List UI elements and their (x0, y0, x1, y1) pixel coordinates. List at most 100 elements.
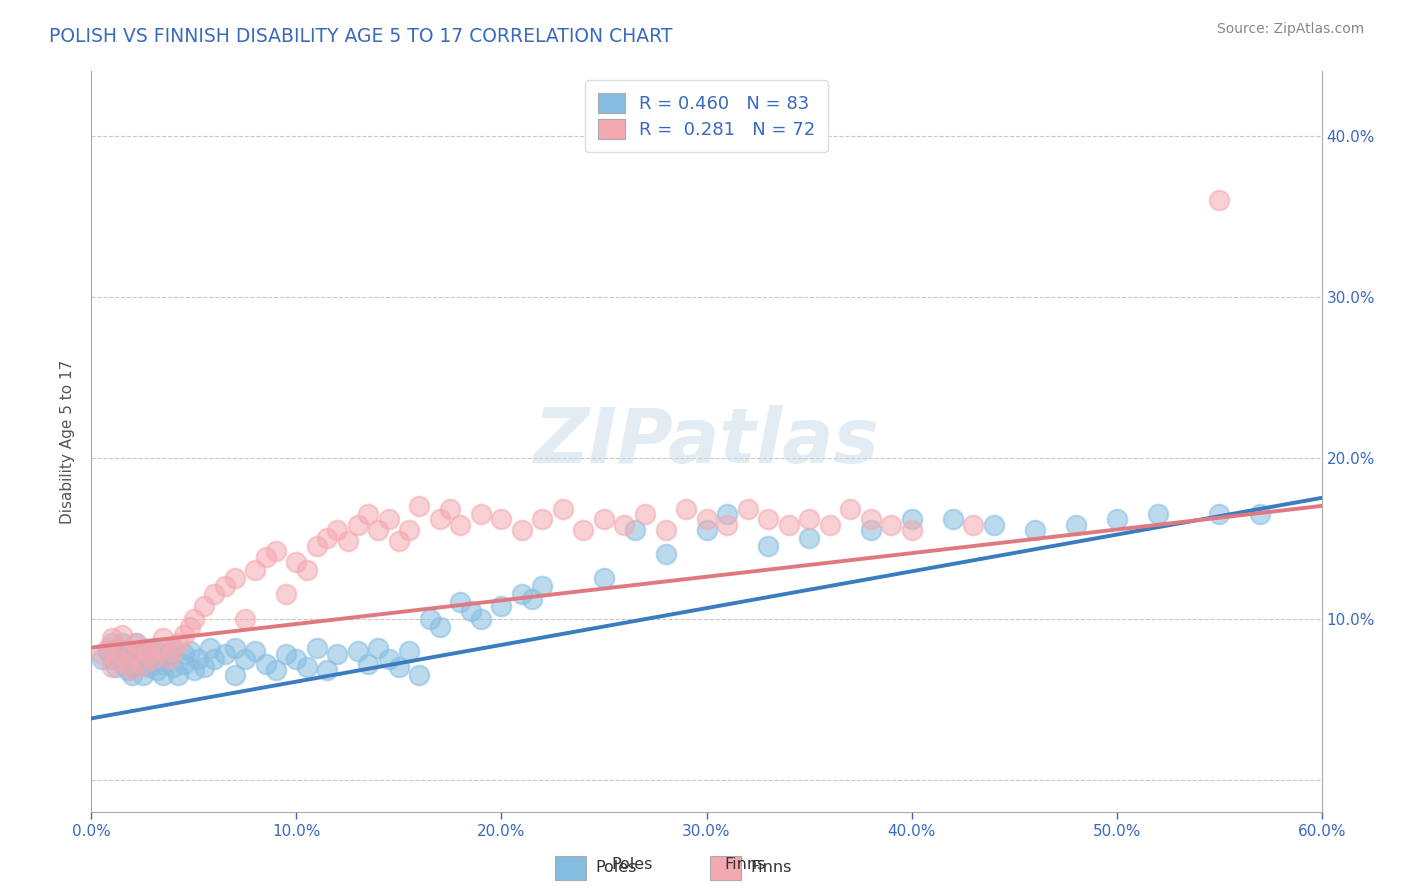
Point (347, 518, 370, 533)
Point (623, 523, 645, 537)
Point (531, 512, 554, 526)
Point (305, 640, 328, 655)
Point (510, 587, 533, 601)
Point (264, 663, 287, 677)
Point (510, 523, 533, 537)
Point (1208, 193, 1230, 207)
Point (111, 628, 134, 642)
Point (347, 644, 370, 658)
Point (818, 518, 841, 533)
Point (152, 657, 174, 671)
Point (101, 660, 124, 674)
Point (460, 603, 482, 617)
Point (97, 644, 120, 658)
Point (111, 647, 134, 661)
Point (233, 652, 256, 666)
Point (408, 499, 430, 513)
Text: ZIPatlas: ZIPatlas (533, 405, 880, 478)
Point (224, 640, 246, 655)
Point (285, 555, 308, 569)
Text: Poles: Poles (596, 861, 637, 875)
Point (756, 512, 779, 526)
Legend: R = 0.460   N = 83, R =  0.281   N = 72: R = 0.460 N = 83, R = 0.281 N = 72 (585, 80, 828, 152)
Point (880, 518, 903, 533)
Point (1249, 507, 1271, 521)
Point (859, 512, 882, 526)
Point (276, 587, 298, 601)
Point (117, 663, 139, 677)
Point (756, 539, 779, 553)
Point (157, 647, 180, 661)
Point (224, 571, 246, 585)
Point (1024, 523, 1046, 537)
Point (962, 518, 984, 533)
FancyBboxPatch shape (555, 856, 586, 880)
Point (388, 534, 411, 549)
Point (125, 636, 148, 650)
Point (408, 668, 430, 682)
Point (295, 660, 318, 674)
Point (900, 512, 922, 526)
Point (131, 657, 153, 671)
Point (179, 619, 201, 633)
Point (429, 619, 451, 633)
Point (183, 663, 205, 677)
Point (202, 652, 225, 666)
Point (125, 636, 148, 650)
Point (716, 507, 738, 521)
Point (737, 502, 759, 516)
Point (224, 668, 246, 682)
Point (121, 663, 143, 677)
Point (97, 640, 120, 655)
Point (367, 523, 389, 537)
Point (138, 647, 160, 661)
Point (859, 523, 882, 537)
Point (593, 512, 616, 526)
Point (367, 640, 389, 655)
Point (202, 587, 225, 601)
Point (295, 563, 318, 577)
Point (121, 660, 143, 674)
Point (131, 668, 153, 682)
Point (285, 652, 308, 666)
Point (1064, 518, 1087, 533)
Point (439, 502, 461, 516)
Point (233, 611, 256, 625)
Text: Finns: Finns (751, 861, 792, 875)
Point (166, 636, 188, 650)
Point (531, 579, 554, 593)
Point (101, 652, 124, 666)
Point (183, 611, 205, 625)
Point (90, 652, 112, 666)
Point (1105, 512, 1128, 526)
Point (187, 652, 209, 666)
Point (193, 599, 215, 613)
Point (264, 544, 287, 558)
Point (449, 595, 471, 609)
Point (142, 652, 165, 666)
Point (105, 652, 127, 666)
Point (900, 523, 922, 537)
Point (377, 652, 399, 666)
Point (797, 531, 820, 545)
Point (572, 523, 595, 537)
Point (357, 507, 380, 521)
Point (162, 644, 184, 658)
Point (173, 657, 195, 671)
Point (179, 644, 201, 658)
Point (470, 611, 492, 625)
Point (695, 512, 717, 526)
Point (157, 652, 180, 666)
Point (121, 668, 143, 682)
Text: Finns: Finns (724, 857, 765, 872)
Point (470, 507, 492, 521)
Point (254, 550, 277, 565)
Point (276, 647, 298, 661)
Point (716, 518, 738, 533)
Point (111, 657, 134, 671)
Point (778, 518, 800, 533)
Point (166, 668, 188, 682)
Point (101, 636, 124, 650)
Point (142, 640, 165, 655)
Point (326, 647, 349, 661)
